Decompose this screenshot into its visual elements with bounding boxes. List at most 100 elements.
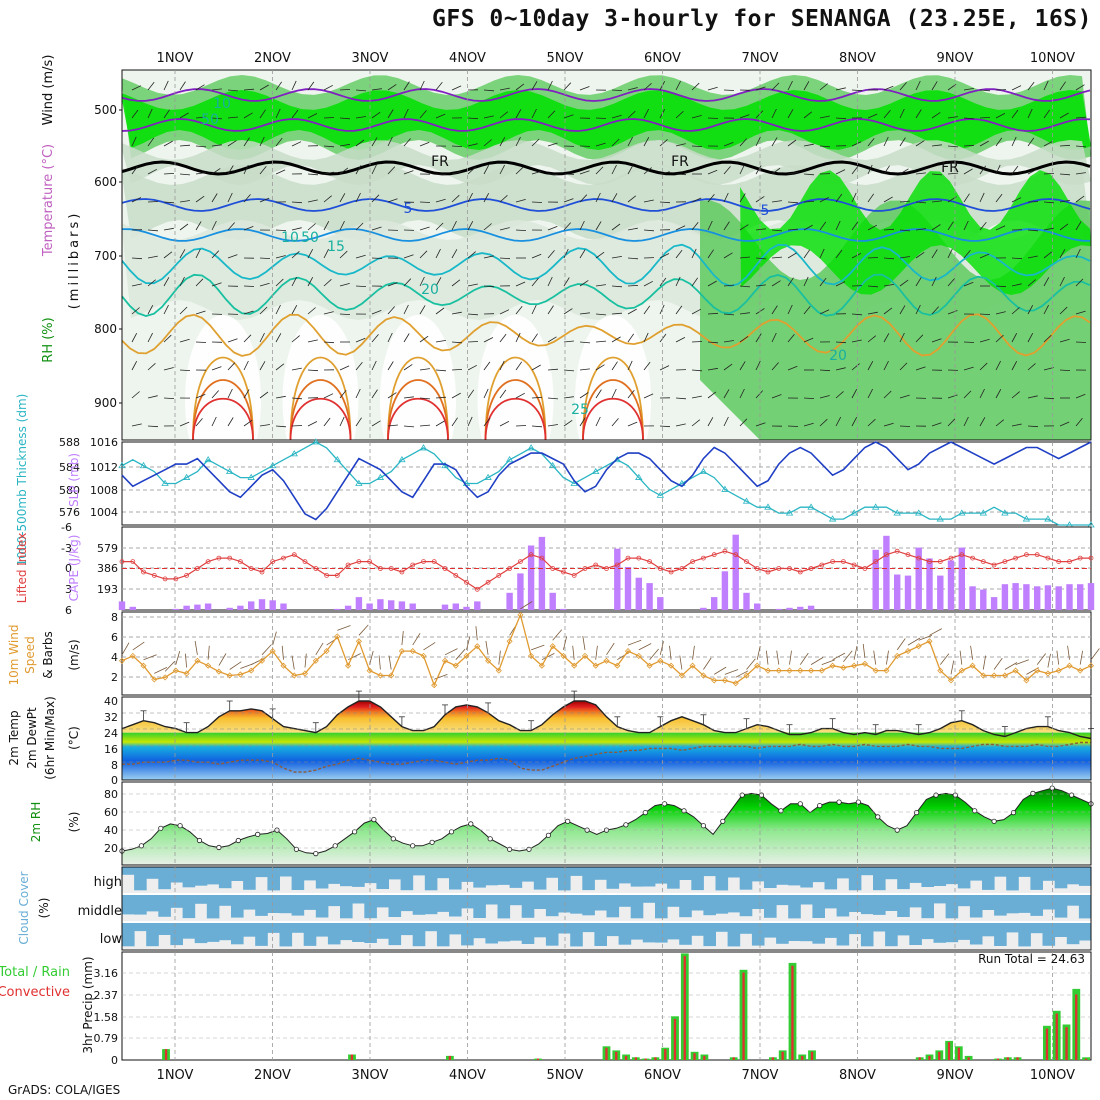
wind-barb: [579, 341, 591, 344]
wind-barb: [531, 396, 543, 399]
wind-barb: [243, 334, 252, 343]
temp-contour: [121, 198, 1091, 212]
rh2m-point: [332, 843, 338, 849]
wind-barb: [403, 425, 415, 428]
wind10m-barb: [121, 642, 130, 656]
lifted-point: [905, 552, 911, 558]
temp-cold-bg: [122, 732, 1091, 780]
wind-barb: [515, 332, 521, 343]
lifted-point: [797, 569, 803, 575]
lifted-point: [141, 569, 146, 575]
wind-barb: [483, 255, 494, 259]
rh2m-point: [855, 799, 862, 805]
wind-barb: [339, 193, 346, 203]
cloud-cell: [715, 867, 729, 891]
wind-barb: [707, 249, 714, 259]
wind-barb: [595, 340, 607, 343]
wind10m-point: [603, 657, 610, 664]
cloud-cell: [122, 867, 135, 875]
wind-barb: [195, 310, 206, 315]
cloud-cell: [873, 895, 886, 915]
rh-ylabel-2: (%): [67, 812, 81, 833]
bottom-x-tick-label: 8NOV: [839, 1068, 876, 1083]
wind-barb: [339, 313, 351, 315]
wind10m-point: [840, 664, 847, 671]
cloud-cell: [194, 867, 208, 886]
precip-conv-bar: [693, 1053, 696, 1060]
wind10m-point: [1044, 670, 1051, 677]
lifted-tick-label: 6: [65, 604, 72, 617]
slp-tick-label: 1012: [90, 461, 118, 474]
wind10m-point: [355, 638, 362, 645]
thickness-point: [312, 438, 320, 445]
wind-barb: [627, 87, 638, 91]
wind-barb: [643, 393, 654, 399]
cloud-cell: [158, 895, 171, 917]
wind-barb: [1059, 369, 1071, 371]
cloud-cell: [764, 923, 777, 938]
wind-barb: [483, 165, 490, 175]
wind-barb: [467, 192, 473, 203]
wind-barb: [131, 165, 139, 175]
wind-barb: [803, 276, 809, 287]
wind-barb: [547, 80, 553, 91]
wind10m-barb: [498, 650, 501, 665]
cape-bar: [344, 605, 352, 610]
cloud-cell: [1066, 867, 1080, 885]
wind-barb: [339, 117, 351, 120]
slp-ylabel: 1000-500mb Thickness (dm) SLP (mb): [15, 394, 81, 567]
lifted-point: [927, 559, 932, 564]
wind10m-barb: [485, 640, 489, 655]
cloud-cell: [606, 923, 620, 937]
wind-barb: [611, 336, 621, 343]
wind-barb: [867, 137, 875, 147]
cloud-cell: [982, 923, 995, 937]
wind-barb: [451, 341, 463, 344]
wind-barb: [387, 424, 398, 427]
cloud-cell: [327, 923, 341, 945]
cloud-cell: [267, 895, 280, 913]
thickness-tick-label: 580: [59, 484, 80, 497]
wind-barb: [707, 194, 715, 203]
wind-barb: [659, 425, 671, 428]
wind10m-barb: [617, 651, 630, 661]
wind-barb: [467, 251, 476, 259]
cloud-cell: [969, 923, 983, 945]
cloud-cell: [788, 867, 801, 886]
lifted-point: [324, 573, 330, 578]
lifted-ylabel: Lifted Index: [15, 533, 29, 604]
cloud-cell: [691, 867, 704, 891]
wind10m-barb: [821, 659, 836, 665]
lifted-point: [518, 559, 523, 564]
pressure-tick-label: 800: [94, 322, 117, 336]
cloud-cell: [497, 867, 511, 885]
cloud-cell: [376, 895, 389, 908]
cloud-cell: [776, 923, 789, 944]
wind10m-point: [398, 648, 405, 655]
wind-barb: [451, 417, 458, 427]
rh-ylabel-1: 2m RH: [29, 802, 43, 843]
wind-barb: [803, 143, 814, 147]
wind-barb: [323, 311, 334, 315]
rh2m-point: [565, 818, 571, 824]
rh-band-wet: [700, 120, 1091, 440]
wind-barb: [163, 201, 175, 204]
top-x-tick-label: 9NOV: [937, 51, 974, 66]
thickness-point: [204, 456, 212, 463]
wind-barb: [371, 226, 382, 231]
wind-barb: [915, 366, 926, 371]
wind-barb: [627, 421, 638, 427]
top-x-tick-label: 3NOV: [352, 51, 389, 66]
wind-barb: [419, 424, 431, 427]
lifted-point: [345, 562, 351, 568]
cape-bar: [560, 608, 567, 610]
cloud-row-high: high: [94, 875, 122, 890]
contour-label: 15: [327, 239, 345, 255]
wind-barb: [275, 425, 287, 428]
cloud-cell: [764, 895, 777, 918]
cloud-cell: [146, 895, 159, 912]
cloud-cell: [897, 895, 910, 917]
wind-barb: [835, 391, 844, 399]
wind-barb: [211, 366, 222, 371]
wind10m-barb: [434, 674, 448, 680]
